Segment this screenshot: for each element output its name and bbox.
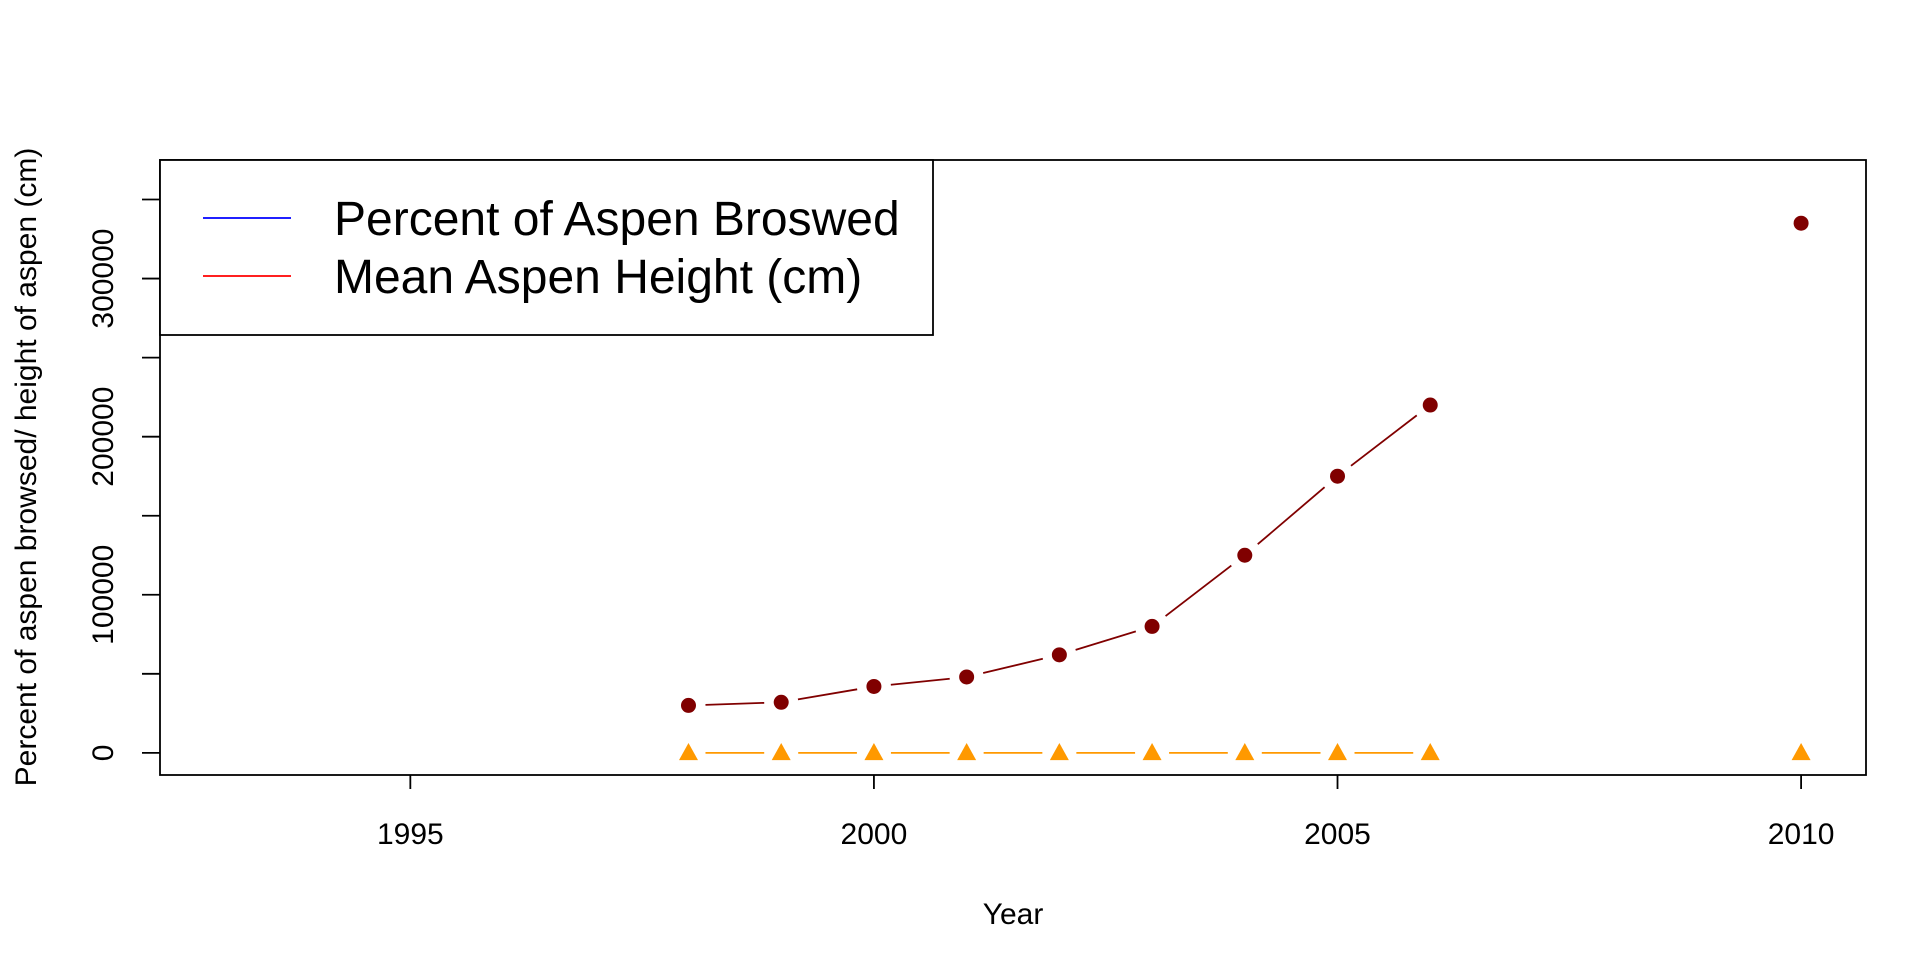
series-segment: [982, 657, 1044, 674]
series-percent-browsed: [678, 742, 1811, 761]
y-tick-label: 0: [87, 745, 120, 762]
x-tick-label: 2010: [1768, 818, 1835, 851]
series-segment: [705, 701, 765, 706]
series-segment: [1350, 414, 1418, 467]
x-axis-title: Year: [983, 898, 1044, 931]
data-point: [866, 678, 882, 694]
legend: Percent of Aspen Broswed Mean Aspen Heig…: [159, 159, 934, 336]
x-tick-label: 2000: [841, 818, 908, 851]
y-axis: 0 100000 200000 300000: [87, 198, 160, 762]
data-point: [1142, 742, 1162, 761]
data-point: [957, 742, 977, 761]
data-point: [1049, 742, 1069, 761]
legend-label-browsed: Percent of Aspen Broswed: [334, 193, 900, 246]
data-point: [1793, 215, 1809, 231]
data-point: [959, 669, 975, 685]
data-point: [1237, 547, 1253, 563]
series-segment: [797, 688, 858, 701]
data-point: [773, 694, 789, 710]
legend-box: [159, 159, 934, 336]
series-segment: [890, 677, 950, 686]
y-tick-label: 300000: [87, 229, 120, 329]
x-axis: 1995 2000 2005 2010: [377, 775, 1835, 851]
plot-frame: [159, 159, 1867, 776]
series-segment: [1075, 630, 1137, 651]
x-tick-label: 1995: [377, 818, 444, 851]
data-point: [1420, 742, 1440, 761]
y-axis-title: Percent of aspen browsed/ height of aspe…: [10, 148, 43, 787]
data-point: [1422, 397, 1438, 413]
data-point: [678, 742, 698, 761]
y-tick-label: 100000: [87, 545, 120, 645]
data-point: [771, 742, 791, 761]
series-layer: [678, 215, 1811, 761]
legend-label-height: Mean Aspen Height (cm): [334, 251, 862, 304]
data-point: [1051, 647, 1067, 663]
series-mean-height: [680, 215, 1809, 713]
y-tick-label: 200000: [87, 387, 120, 487]
data-point: [1235, 742, 1255, 761]
x-tick-label: 2005: [1304, 818, 1371, 851]
series-segment: [1165, 564, 1232, 617]
data-point: [1144, 618, 1160, 634]
data-point: [680, 697, 696, 713]
data-point: [864, 742, 884, 761]
series-segment: [1257, 486, 1326, 545]
data-point: [1791, 742, 1811, 761]
data-point: [1330, 468, 1346, 484]
data-point: [1328, 742, 1348, 761]
